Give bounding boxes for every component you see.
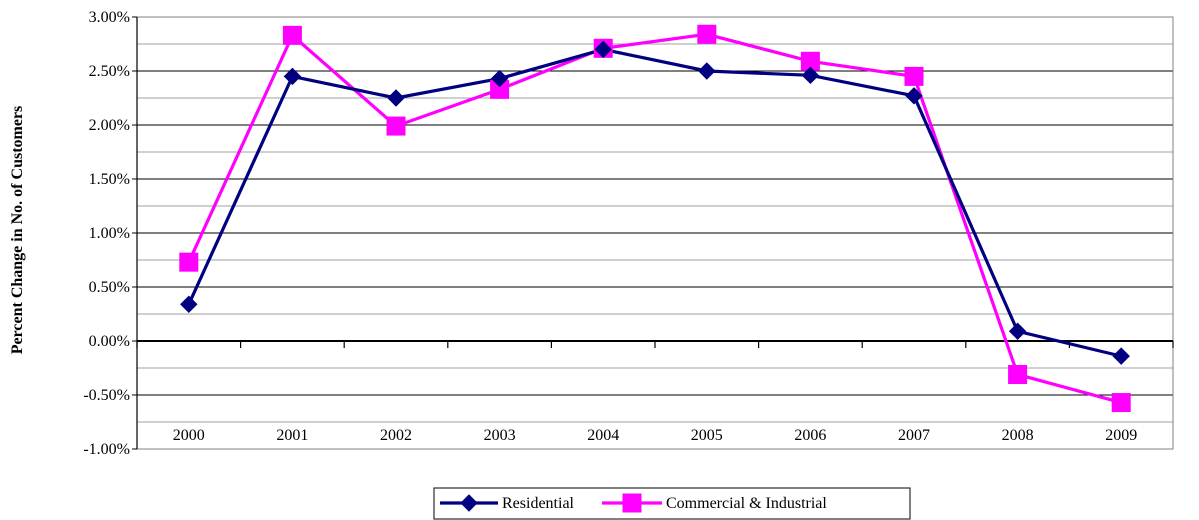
- series-markers: [179, 24, 1131, 413]
- data-point: [697, 24, 717, 44]
- data-point: [801, 66, 820, 85]
- data-point: [904, 66, 924, 86]
- x-tick-label: 2003: [484, 427, 516, 444]
- data-point: [1008, 322, 1027, 340]
- x-tick-label: 2000: [173, 427, 205, 444]
- data-point: [282, 25, 302, 45]
- x-tick-label: 2005: [691, 427, 723, 444]
- series-commercial-industrial: [187, 32, 1122, 405]
- data-point: [698, 62, 716, 80]
- data-point: [1111, 393, 1131, 413]
- data-point: [180, 295, 198, 313]
- y-tick-label: 1.00%: [89, 225, 130, 242]
- legend-items: Residential Commercial & Industrial: [440, 493, 827, 513]
- tick-labels: -1.00% -0.50% 0.00% 0.50% 1.00% 1.50% 2.00% 2.5…: [83, 9, 1137, 458]
- x-tick-label: 2006: [794, 427, 826, 444]
- legend-item: Residential: [440, 494, 575, 512]
- series-markers: [180, 40, 1130, 365]
- series-line: [187, 32, 1122, 405]
- data-point: [179, 252, 199, 272]
- legend-label: Commercial & Industrial: [666, 495, 827, 512]
- legend-label: Residential: [502, 495, 575, 512]
- y-tick-label: -0.50%: [83, 387, 130, 404]
- data-point: [594, 40, 612, 59]
- y-tick-label: -1.00%: [83, 441, 130, 458]
- axes: [132, 16, 1174, 450]
- legend-marker: [622, 493, 642, 513]
- y-tick-label: 0.00%: [89, 333, 130, 350]
- x-tick-label: 2007: [898, 427, 930, 444]
- legend-box: [433, 487, 911, 520]
- data-point: [490, 69, 509, 88]
- series-residential: [187, 47, 1122, 358]
- y-tick-label: 3.00%: [89, 9, 130, 26]
- data-point: [386, 116, 406, 136]
- y-tick-label: 0.50%: [89, 279, 130, 296]
- legend-marker: [460, 494, 478, 512]
- data-point: [283, 67, 302, 86]
- y-tick-label: 1.50%: [89, 171, 130, 188]
- y-axis-title: Percent Change in No. of Customers: [9, 106, 26, 355]
- x-tick-label: 2008: [1002, 427, 1034, 444]
- data-point: [1112, 347, 1130, 365]
- x-tick-label: 2002: [380, 427, 412, 444]
- data-point: [1008, 364, 1028, 384]
- y-tick-label: 2.00%: [89, 117, 130, 134]
- x-tick-label: 2009: [1105, 427, 1137, 444]
- x-tick-label: 2001: [276, 427, 308, 444]
- data-point: [387, 89, 405, 107]
- series-line: [187, 47, 1122, 358]
- y-tick-label: 2.50%: [89, 63, 130, 80]
- legend: Residential Commercial & Industrial: [433, 487, 911, 520]
- series-lines: [179, 24, 1131, 413]
- legend-item: Commercial & Industrial: [602, 493, 827, 513]
- x-tick-label: 2004: [587, 427, 619, 444]
- data-point: [905, 87, 923, 105]
